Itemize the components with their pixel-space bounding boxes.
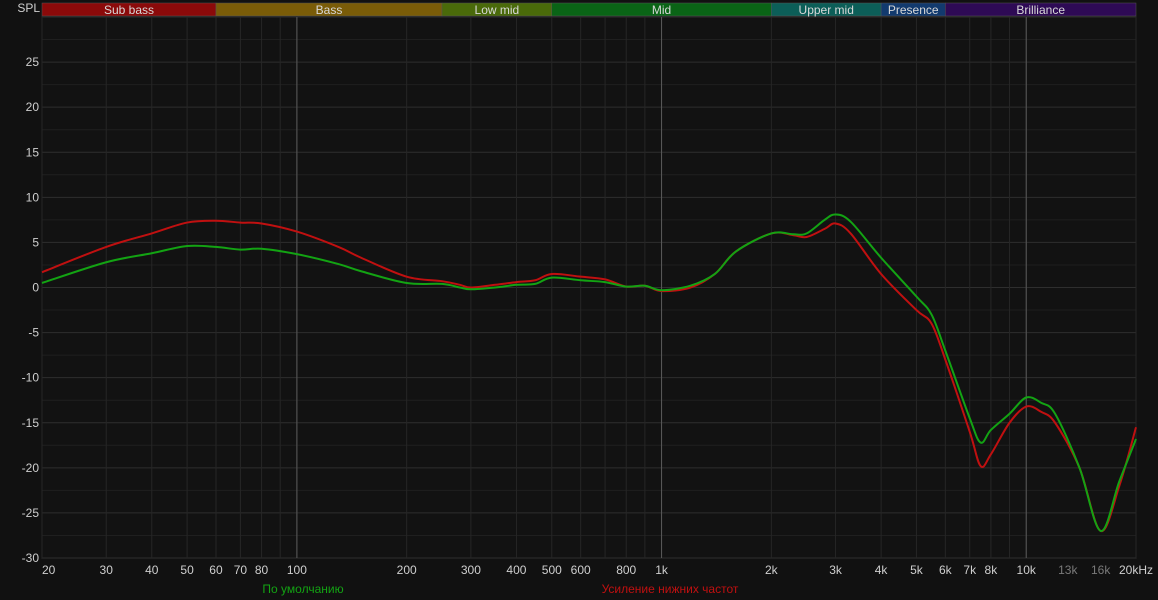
band-label: Presence — [888, 3, 939, 17]
y-tick-label: -5 — [28, 326, 39, 340]
x-tick-label: 8k — [985, 563, 999, 577]
y-tick-label: -10 — [22, 371, 40, 385]
y-tick-label: 15 — [26, 145, 40, 159]
x-tick-label: 3k — [829, 563, 843, 577]
x-tick-label: 800 — [616, 563, 636, 577]
band-label: Low mid — [475, 3, 520, 17]
x-tick-label: 40 — [145, 563, 159, 577]
y-tick-label: -20 — [22, 461, 40, 475]
x-tick-label: 30 — [100, 563, 114, 577]
x-tick-label: 400 — [506, 563, 526, 577]
legend: По умолчанию Усиление нижних частот — [262, 582, 738, 596]
x-tick-label: 20kHz — [1119, 563, 1153, 577]
x-tick-label: 50 — [180, 563, 194, 577]
x-tick-label: 20 — [42, 563, 56, 577]
band-label: Upper mid — [799, 3, 854, 17]
x-tick-label: 80 — [255, 563, 269, 577]
x-tick-label: 10k — [1017, 563, 1037, 577]
legend-entry-default: По умолчанию — [262, 582, 343, 596]
y-tick-label: 5 — [32, 235, 39, 249]
x-tick-label: 5k — [910, 563, 924, 577]
x-tick-label: 16k — [1091, 563, 1111, 577]
y-tick-label: 0 — [32, 281, 39, 295]
x-tick-label: 200 — [397, 563, 417, 577]
x-tick-label: 100 — [287, 563, 307, 577]
x-tick-label: 7k — [963, 563, 977, 577]
y-tick-label: 25 — [26, 55, 40, 69]
band-label: Sub bass — [104, 3, 154, 17]
x-tick-label: 600 — [571, 563, 591, 577]
x-tick-label: 2k — [765, 563, 779, 577]
curve-bass-boost — [41, 219, 1137, 532]
y-tick-label: -30 — [22, 551, 40, 565]
band-brilliance — [945, 2, 1137, 17]
x-tick-label: 70 — [234, 563, 248, 577]
x-tick-label: 60 — [209, 563, 223, 577]
x-tick-label: 13k — [1058, 563, 1078, 577]
x-tick-label: 500 — [542, 563, 562, 577]
frequency-bands: Sub bass Bass Low mid Mid Upper mid Presence B… — [41, 2, 1137, 17]
y-tick-label: -15 — [22, 416, 40, 430]
y-tick-label: 20 — [26, 100, 40, 114]
x-tick-label: 4k — [875, 563, 889, 577]
y-axis-label: SPL — [17, 1, 40, 15]
legend-entry-bass-boost: Усиление нижних частот — [602, 582, 739, 596]
y-tick-label: -25 — [22, 506, 40, 520]
x-tick-label: 300 — [461, 563, 481, 577]
band-label: Bass — [316, 3, 343, 17]
curves — [41, 213, 1137, 532]
x-tick-label: 1k — [655, 563, 669, 577]
band-label: Mid — [652, 3, 671, 17]
grid — [41, 16, 1137, 559]
curve-default — [41, 213, 1137, 532]
y-tick-label: 10 — [26, 190, 40, 204]
band-label: Brilliance — [1016, 3, 1065, 17]
x-tick-label: 6k — [939, 563, 953, 577]
